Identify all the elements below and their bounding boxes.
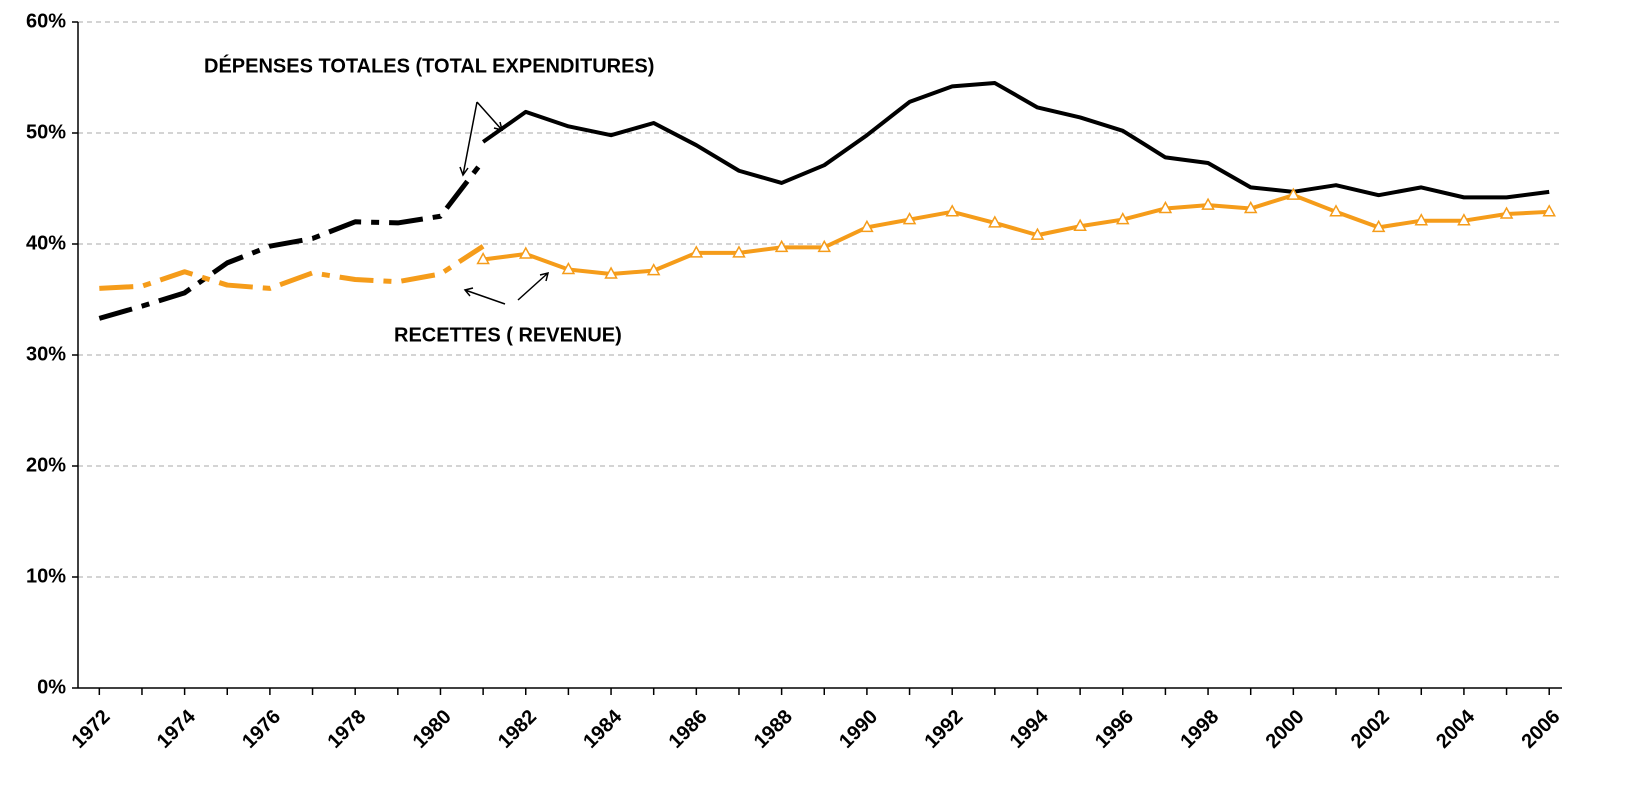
point-marker	[774, 239, 789, 253]
point-marker	[988, 215, 1002, 228]
arrow	[459, 101, 478, 177]
x-tick-label: 2000	[1262, 706, 1309, 753]
point-marker	[732, 245, 746, 258]
x-tick-label: 1982	[494, 706, 541, 753]
point-marker	[476, 251, 490, 265]
y-tick-label: 10%	[26, 565, 66, 587]
point-marker	[518, 246, 533, 259]
series-line	[98, 159, 486, 321]
point-marker	[646, 263, 661, 276]
y-tick-label: 30%	[26, 343, 66, 365]
x-tick-label: 1986	[665, 706, 712, 753]
series-line	[99, 244, 485, 291]
arrow	[517, 271, 550, 301]
series-line	[481, 81, 1550, 200]
point-marker	[1371, 219, 1386, 233]
x-tick-label: 1972	[68, 706, 115, 753]
series-line	[482, 193, 1550, 276]
x-tick-label: 1978	[323, 706, 370, 753]
x-tick-label: 1988	[750, 706, 797, 753]
x-tick-label: 1974	[153, 705, 201, 753]
point-marker	[1073, 218, 1087, 231]
arrow	[476, 101, 504, 132]
point-marker	[604, 266, 618, 279]
point-marker	[860, 219, 874, 233]
point-marker	[1030, 227, 1045, 240]
point-marker	[1116, 212, 1130, 225]
point-marker	[1201, 197, 1215, 210]
point-marker	[1499, 206, 1514, 219]
x-tick-label: 1992	[920, 706, 967, 753]
x-tick-label: 2002	[1347, 706, 1394, 753]
x-tick-label: 1984	[579, 705, 627, 753]
x-tick-label: 1990	[835, 706, 882, 753]
point-marker	[1329, 204, 1343, 217]
point-marker	[1243, 200, 1258, 214]
point-marker	[1286, 187, 1301, 200]
y-tick-label: 60%	[26, 10, 66, 32]
point-marker	[817, 239, 832, 253]
point-marker	[1158, 200, 1173, 214]
point-marker	[1457, 213, 1471, 226]
x-tick-label: 1994	[1006, 705, 1054, 753]
x-tick-label: 1996	[1091, 706, 1138, 753]
point-marker	[945, 204, 959, 217]
point-marker	[689, 245, 704, 258]
x-tick-label: 2004	[1432, 705, 1480, 753]
point-marker	[1542, 204, 1556, 217]
y-tick-label: 20%	[26, 454, 66, 476]
x-tick-label: 1980	[409, 706, 456, 753]
x-tick-label: 2006	[1517, 706, 1564, 753]
y-tick-label: 40%	[26, 232, 66, 254]
point-marker	[1414, 213, 1429, 226]
x-tick-label: 1998	[1176, 706, 1223, 753]
annotation-revenue: RECETTES ( REVENUE)	[394, 324, 622, 346]
point-marker	[561, 261, 576, 275]
arrow	[463, 287, 506, 305]
point-marker	[902, 212, 917, 225]
annotation-arrows	[459, 101, 550, 305]
x-tick-label: 1976	[238, 706, 285, 753]
y-tick-label: 0%	[37, 676, 66, 698]
y-tick-label: 50%	[26, 121, 66, 143]
annotation-expenditures: DÉPENSES TOTALES (TOTAL EXPENDITURES)	[204, 54, 654, 77]
